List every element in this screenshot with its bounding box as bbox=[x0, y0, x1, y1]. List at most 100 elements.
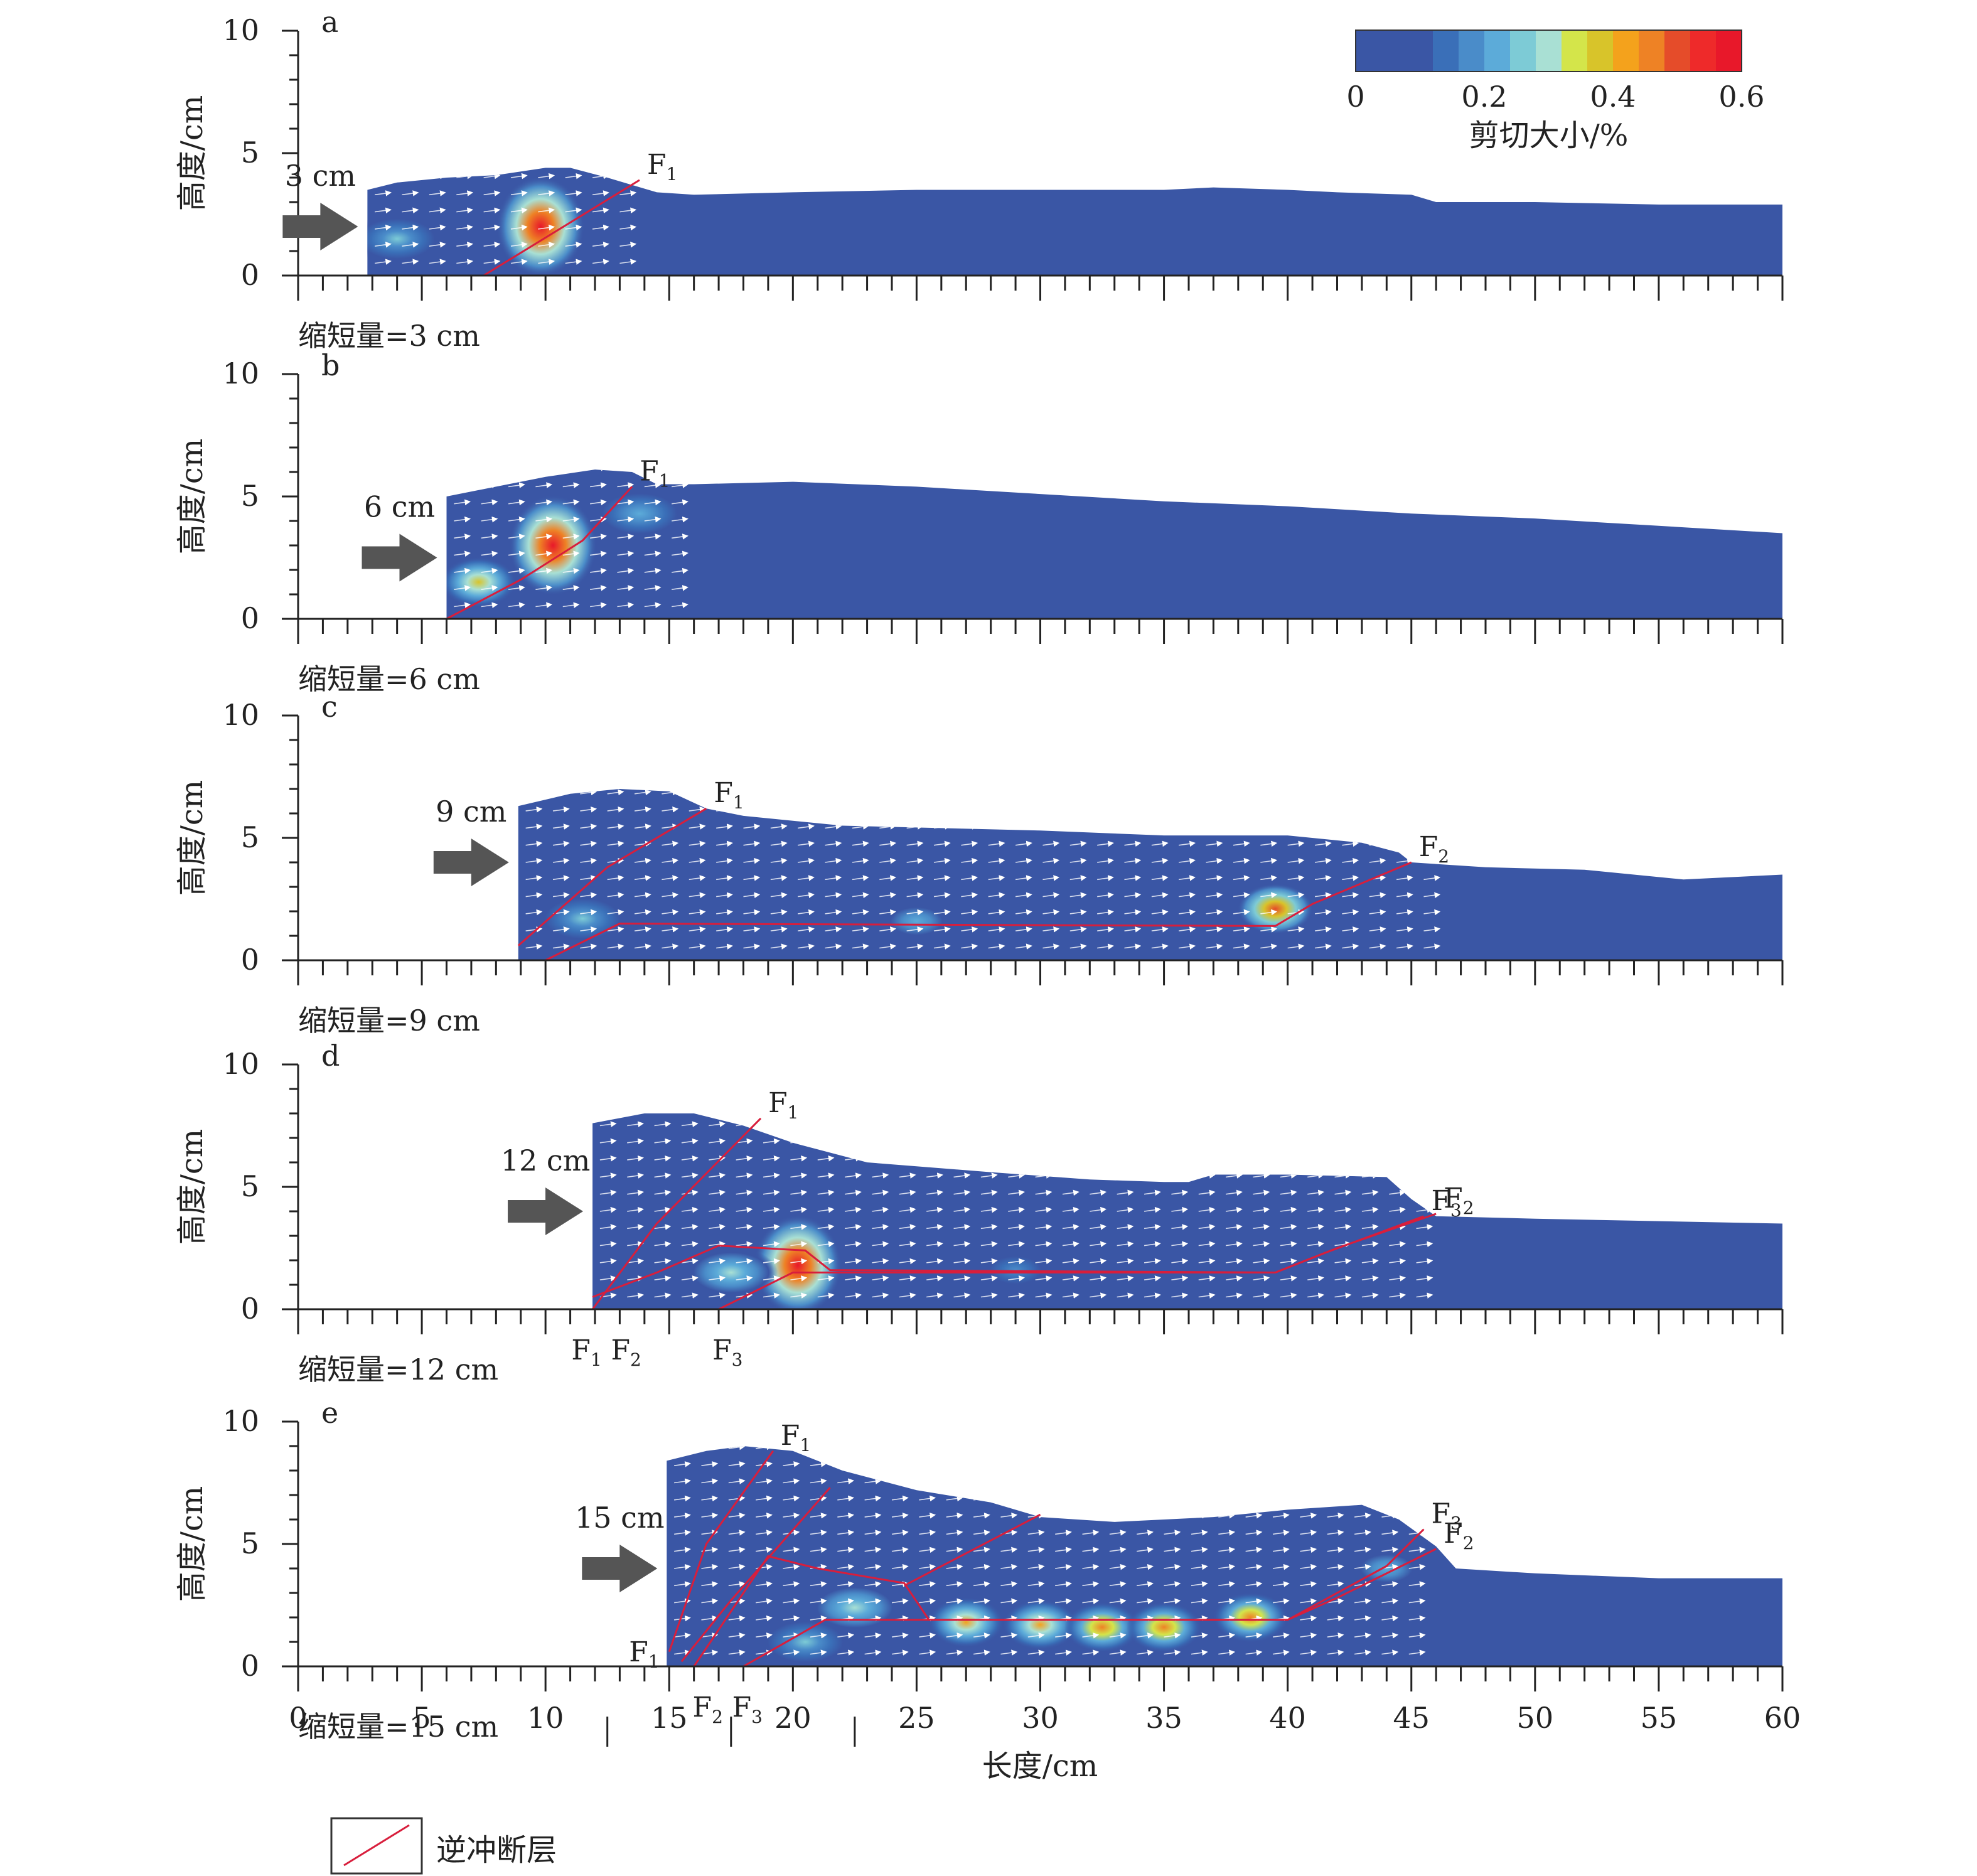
velocity-arrow bbox=[1206, 943, 1223, 950]
velocity-arrow bbox=[1300, 1632, 1317, 1639]
velocity-arrow bbox=[980, 1206, 998, 1213]
velocity-arrow bbox=[538, 73, 552, 75]
y-axis-label: 高度/cm bbox=[174, 1129, 210, 1245]
velocity-arrow bbox=[933, 926, 951, 933]
shear-hotspot bbox=[754, 1214, 842, 1309]
velocity-arrow bbox=[580, 943, 597, 950]
velocity-arrow bbox=[1015, 875, 1032, 881]
velocity-arrow bbox=[1042, 875, 1060, 881]
velocity-arrow bbox=[1226, 1258, 1243, 1265]
velocity-arrow bbox=[375, 56, 388, 58]
velocity-arrow bbox=[837, 1563, 855, 1570]
velocity-arrow bbox=[1144, 1121, 1161, 1127]
velocity-arrow bbox=[1062, 1241, 1080, 1248]
velocity-arrow bbox=[674, 1478, 691, 1484]
velocity-arrow bbox=[973, 1512, 990, 1519]
velocity-arrow bbox=[1272, 1632, 1290, 1639]
velocity-arrow bbox=[1369, 741, 1383, 742]
velocity-arrow bbox=[1408, 1563, 1426, 1570]
velocity-arrow bbox=[1090, 1258, 1107, 1265]
velocity-arrow bbox=[526, 741, 540, 742]
velocity-arrow bbox=[946, 1512, 963, 1519]
velocity-arrow bbox=[617, 416, 631, 418]
velocity-arrow bbox=[953, 1275, 971, 1282]
velocity-arrow bbox=[872, 1189, 889, 1196]
velocity-arrow bbox=[375, 224, 392, 231]
velocity-arrow bbox=[672, 550, 688, 557]
velocity-arrow bbox=[1260, 806, 1278, 813]
velocity-arrow bbox=[592, 242, 609, 248]
velocity-arrow bbox=[906, 806, 924, 813]
velocity-arrow bbox=[1280, 1206, 1297, 1213]
velocity-arrow bbox=[552, 892, 570, 899]
velocity-arrow bbox=[906, 857, 924, 864]
velocity-arrow bbox=[709, 1258, 726, 1265]
velocity-arrow bbox=[1361, 1292, 1379, 1299]
velocity-arrow bbox=[553, 775, 567, 777]
velocity-arrow bbox=[1314, 823, 1332, 830]
velocity-arrow bbox=[1334, 1138, 1352, 1145]
velocity-arrow bbox=[716, 857, 733, 864]
velocity-arrow bbox=[1327, 1546, 1344, 1553]
velocity-arrow bbox=[1206, 840, 1223, 847]
velocity-arrow bbox=[1015, 741, 1029, 742]
shear-hotspot bbox=[1126, 1602, 1202, 1653]
velocity-arrow bbox=[590, 585, 607, 591]
velocity-arrow bbox=[919, 1530, 936, 1536]
velocity-arrow bbox=[1272, 1530, 1290, 1536]
velocity-arrow bbox=[1069, 840, 1087, 847]
velocity-arrow bbox=[662, 840, 679, 847]
velocity-arrow bbox=[592, 107, 606, 109]
velocity-arrow bbox=[619, 73, 633, 75]
velocity-arrow bbox=[1354, 1495, 1371, 1502]
velocity-arrow bbox=[688, 875, 706, 881]
velocity-arrow bbox=[1109, 1461, 1127, 1467]
velocity-arrow bbox=[1082, 1581, 1100, 1587]
velocity-arrow bbox=[1008, 1107, 1022, 1108]
velocity-arrow bbox=[825, 926, 842, 933]
velocity-arrow bbox=[1381, 1461, 1399, 1467]
velocity-arrow bbox=[1179, 926, 1196, 933]
velocity-arrow bbox=[1008, 1189, 1026, 1196]
velocity-arrow bbox=[635, 775, 648, 777]
velocity-arrow bbox=[565, 141, 579, 143]
velocity-arrow bbox=[1233, 892, 1250, 899]
velocity-arrow bbox=[837, 1598, 855, 1605]
velocity-arrow bbox=[481, 602, 498, 608]
velocity-arrow bbox=[592, 56, 606, 58]
velocity-arrow bbox=[953, 1155, 971, 1162]
velocity-arrow bbox=[1015, 892, 1032, 899]
velocity-arrow bbox=[1314, 875, 1332, 881]
velocity-arrow bbox=[1000, 1598, 1018, 1605]
velocity-arrow bbox=[619, 224, 637, 231]
velocity-arrow bbox=[852, 892, 869, 899]
push-label: 3 cm bbox=[285, 159, 356, 193]
velocity-arrow bbox=[954, 1090, 968, 1091]
velocity-arrow bbox=[688, 823, 706, 830]
velocity-arrow bbox=[635, 741, 648, 742]
velocity-arrow bbox=[709, 1292, 726, 1299]
velocity-arrow bbox=[1260, 926, 1278, 933]
velocity-arrow bbox=[454, 416, 468, 418]
push-arrow-icon bbox=[433, 839, 509, 886]
x-tick-label: 45 bbox=[1393, 1701, 1430, 1735]
velocity-arrow bbox=[619, 207, 637, 214]
velocity-arrow bbox=[1233, 909, 1250, 916]
velocity-arrow bbox=[634, 789, 651, 796]
velocity-arrow bbox=[1327, 1649, 1344, 1656]
velocity-arrow bbox=[1408, 1446, 1426, 1450]
velocity-arrow bbox=[1417, 1107, 1430, 1108]
velocity-arrow bbox=[946, 1546, 963, 1553]
velocity-arrow bbox=[872, 1155, 889, 1162]
y-axis-label: 高度/cm bbox=[174, 439, 210, 555]
velocity-arrow bbox=[1253, 1241, 1270, 1248]
velocity-arrow bbox=[1233, 943, 1250, 950]
velocity-arrow bbox=[810, 1530, 827, 1536]
colorbar-segment bbox=[1690, 30, 1717, 72]
velocity-arrow bbox=[1300, 1495, 1317, 1502]
velocity-arrow bbox=[1389, 1292, 1406, 1299]
velocity-arrow bbox=[926, 1189, 943, 1196]
velocity-arrow bbox=[879, 806, 897, 813]
velocity-arrow bbox=[701, 1446, 719, 1450]
